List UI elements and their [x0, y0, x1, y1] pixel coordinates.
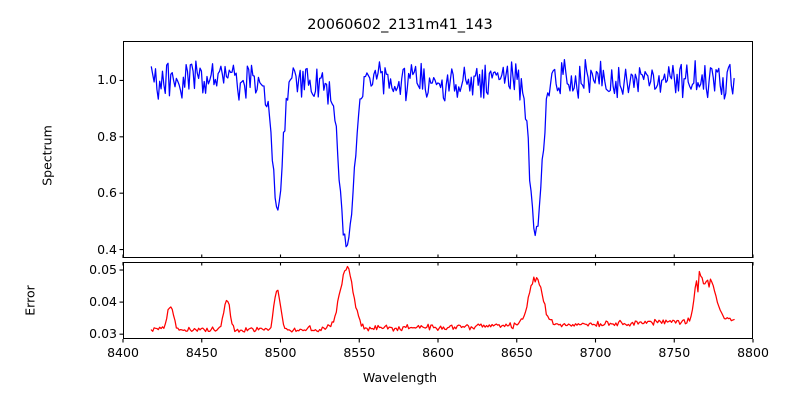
y-axis-label-error: Error: [22, 285, 38, 316]
tick-label: 0.03: [89, 326, 117, 342]
y-axis-label-spectrum: Spectrum: [39, 125, 55, 186]
tick-label: 8750: [658, 345, 691, 360]
tick-label: 8500: [264, 345, 297, 360]
tick-label: 8400: [107, 345, 139, 360]
axis-ticks: [119, 79, 754, 343]
tick-label: 0.8: [97, 128, 117, 144]
figure-title: 20060602_2131m41_143: [307, 17, 493, 33]
error-data-line: [150, 265, 735, 333]
tick-label: 1.0: [97, 72, 117, 88]
tick-label: 8600: [422, 345, 454, 360]
tick-label: 0.04: [89, 294, 117, 310]
tick-label: 8800: [737, 345, 769, 360]
tick-label: 0.6: [97, 185, 117, 201]
tick-label: 8550: [343, 345, 376, 360]
tick-label: 0.05: [89, 262, 117, 278]
spectrum-data-line: [150, 58, 735, 248]
tick-label: 8650: [500, 345, 533, 360]
tick-label: 8450: [185, 345, 218, 360]
tick-label: 0.4: [97, 241, 117, 257]
x-axis-label: Wavelength: [362, 370, 438, 385]
tick-label: 8700: [579, 345, 612, 360]
